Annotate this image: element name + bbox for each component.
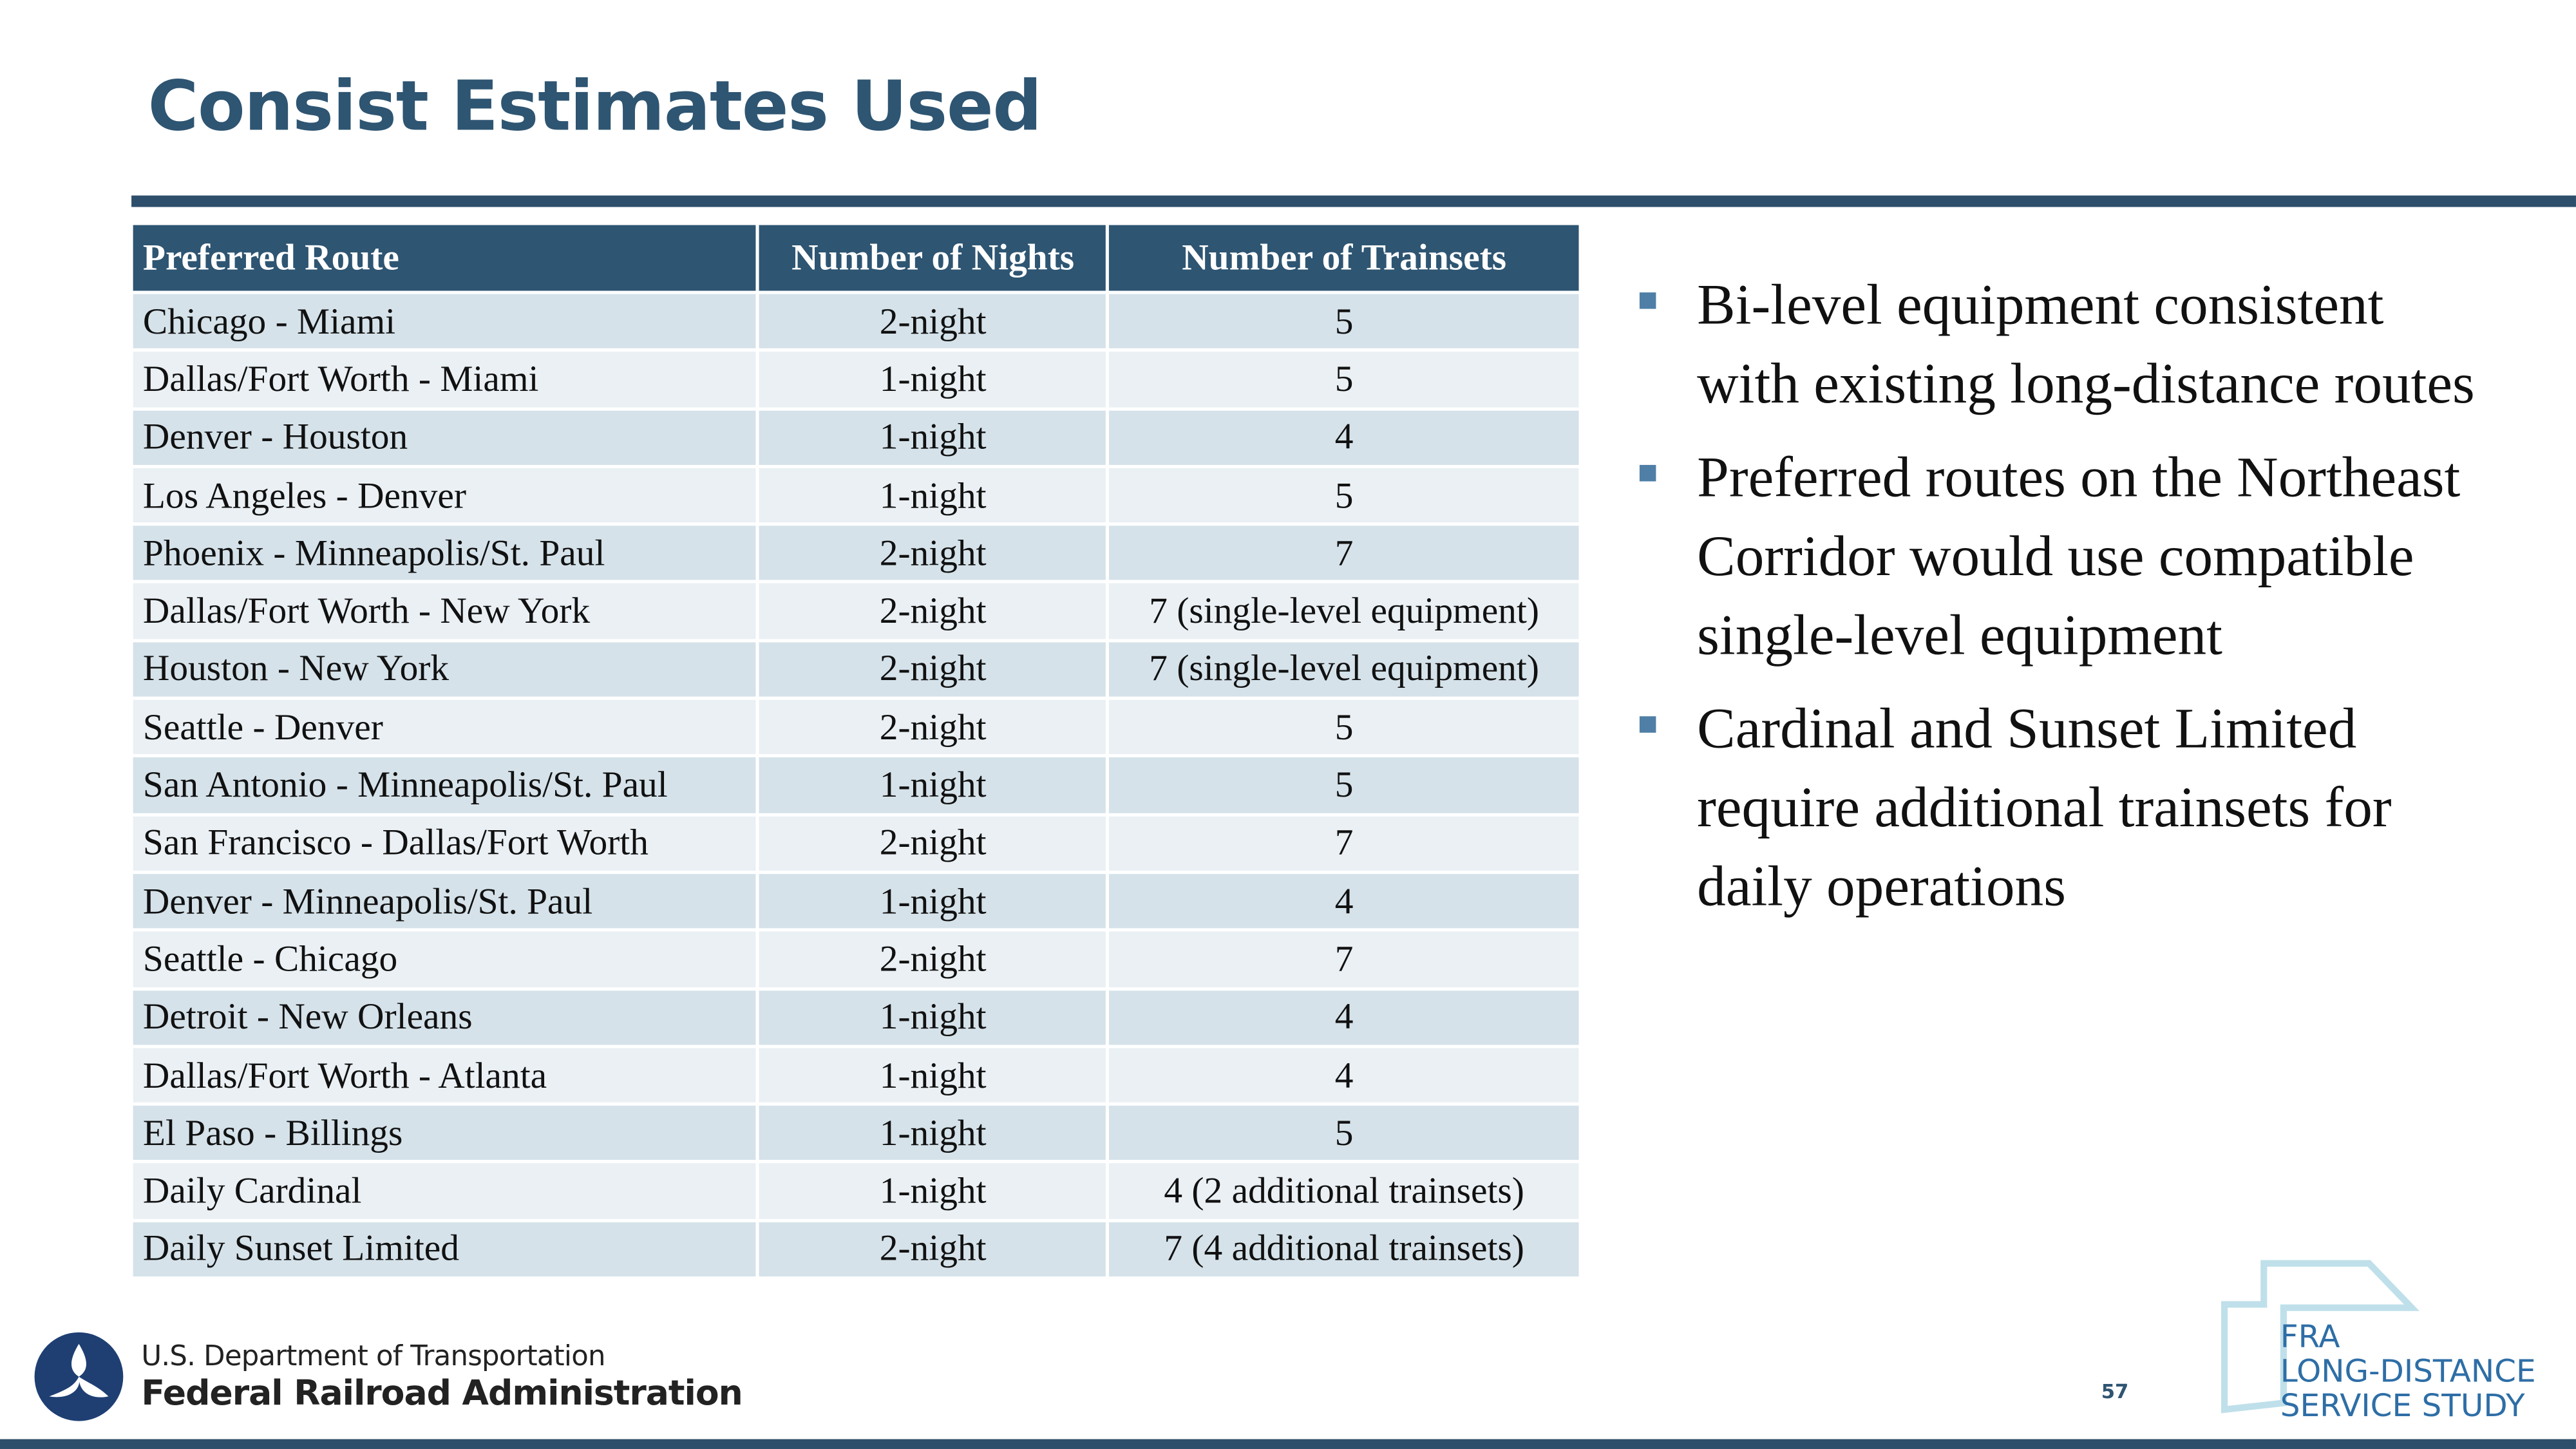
table-cell: Chicago - Miami <box>129 290 760 352</box>
table-row: El Paso - Billings 1-night 5 <box>129 1103 1582 1164</box>
table-cell: 2-night <box>756 696 1110 758</box>
table-cell: 5 <box>1106 754 1582 817</box>
table-cell: San Antonio - Minneapolis/St. Paul <box>129 754 760 817</box>
table-row: Dallas/Fort Worth - Atlanta 1-night 4 <box>129 1045 1582 1106</box>
table-cell: 7 <box>1106 522 1582 584</box>
table-cell: 1-night <box>756 406 1110 468</box>
table-cell: 4 (2 additional trainsets) <box>1106 1160 1582 1222</box>
table-cell: 1-night <box>756 870 1110 933</box>
bullet-list: Bi-level equipment consistent with exist… <box>1636 266 2491 941</box>
study-logo-text: SERVICE STUDY <box>2280 1388 2525 1425</box>
table-cell: 1-night <box>756 754 1110 817</box>
table-cell: 4 <box>1106 1045 1582 1106</box>
table-cell: 7 (4 additional trainsets) <box>1106 1218 1582 1280</box>
table-row: Daily Cardinal 1-night 4 (2 additional tra… <box>129 1160 1582 1222</box>
table-cell: Houston - New York <box>129 638 760 700</box>
table-cell: 5 <box>1106 290 1582 352</box>
table-cell: Daily Cardinal <box>129 1160 760 1222</box>
table-cell: Dallas/Fort Worth - New York <box>129 580 760 642</box>
table-cell: 2-night <box>756 812 1110 875</box>
table-cell: 5 <box>1106 348 1582 410</box>
bullet-item: Preferred routes on the Northeast Corrid… <box>1636 439 2491 675</box>
title-rule <box>131 195 2576 207</box>
column-header: Number of Nights <box>756 222 1110 294</box>
table-cell: 1-night <box>756 348 1110 410</box>
table-row: Dallas/Fort Worth - New York 2-night 7 (si… <box>129 580 1582 642</box>
table-cell: Denver - Houston <box>129 406 760 468</box>
consist-table: Preferred Route Number of Nights Number of… <box>129 222 1582 1280</box>
table-cell: Phoenix - Minneapolis/St. Paul <box>129 522 760 584</box>
bullet-item: Cardinal and Sunset Limited require addi… <box>1636 690 2491 926</box>
table-cell: Seattle - Chicago <box>129 928 760 990</box>
column-header: Preferred Route <box>129 222 760 294</box>
table-row: Seattle - Chicago 2-night 7 <box>129 928 1582 990</box>
table-cell: 7 (single-level equipment) <box>1106 638 1582 700</box>
table-body: Chicago - Miami 2-night 5 Dallas/Fort Worth… <box>129 290 1582 1280</box>
study-logo-frame <box>2221 1260 2420 1414</box>
column-header: Number of Trainsets <box>1106 222 1582 294</box>
table-cell: 2-night <box>756 290 1110 352</box>
table-row: Los Angeles - Denver 1-night 5 <box>129 464 1582 526</box>
table-cell: 4 <box>1106 870 1582 933</box>
table-cell: 1-night <box>756 1160 1110 1222</box>
table-row: Houston - New York 2-night 7 (single-level… <box>129 638 1582 700</box>
table-cell: 7 <box>1106 928 1582 990</box>
table-cell: 2-night <box>756 928 1110 990</box>
table-cell: 1-night <box>756 1103 1110 1164</box>
table-row: Seattle - Denver 2-night 5 <box>129 696 1582 758</box>
agency-name: Federal Railroad Administration <box>141 1373 743 1413</box>
table-cell: 1-night <box>756 1045 1110 1106</box>
table-cell: 7 (single-level equipment) <box>1106 580 1582 642</box>
table-cell: Daily Sunset Limited <box>129 1218 760 1280</box>
study-logo-text: FRA <box>2280 1319 2340 1356</box>
table-row: Denver - Minneapolis/St. Paul 1-night 4 <box>129 870 1582 933</box>
table-cell: Seattle - Denver <box>129 696 760 758</box>
table-cell: 5 <box>1106 464 1582 526</box>
table-row: San Francisco - Dallas/Fort Worth 2-night… <box>129 812 1582 875</box>
table-cell: 5 <box>1106 696 1582 758</box>
table-cell: Detroit - New Orleans <box>129 987 760 1048</box>
table-cell: Dallas/Fort Worth - Miami <box>129 348 760 410</box>
table-row: Dallas/Fort Worth - Miami 1-night 5 <box>129 348 1582 410</box>
table-row: Daily Sunset Limited 2-night 7 (4 addition… <box>129 1218 1582 1280</box>
slide-title: Consist Estimates Used <box>147 66 1042 147</box>
table-row: Denver - Houston 1-night 4 <box>129 406 1582 468</box>
table-cell: 4 <box>1106 987 1582 1048</box>
table-cell: Dallas/Fort Worth - Atlanta <box>129 1045 760 1106</box>
header-row: Preferred Route Number of Nights Number of… <box>129 222 1582 294</box>
table-cell: 5 <box>1106 1103 1582 1164</box>
agency-line: U.S. Department of Transportation <box>141 1340 605 1374</box>
dot-logo <box>34 1332 124 1421</box>
table-row: Phoenix - Minneapolis/St. Paul 2-night 7 <box>129 522 1582 584</box>
table-row: San Antonio - Minneapolis/St. Paul 1-nigh… <box>129 754 1582 817</box>
bullet-item: Bi-level equipment consistent with exist… <box>1636 266 2491 424</box>
table-cell: 2-night <box>756 638 1110 700</box>
table-cell: San Francisco - Dallas/Fort Worth <box>129 812 760 875</box>
page-number: 57 <box>2101 1379 2129 1403</box>
table-cell: Los Angeles - Denver <box>129 464 760 526</box>
table-cell: 2-night <box>756 522 1110 584</box>
table-cell: 2-night <box>756 580 1110 642</box>
table-cell: 7 <box>1106 812 1582 875</box>
table-cell: 2-night <box>756 1218 1110 1280</box>
table-cell: 1-night <box>756 987 1110 1048</box>
table-cell: 1-night <box>756 464 1110 526</box>
table-row: Detroit - New Orleans 1-night 4 <box>129 987 1582 1048</box>
study-logo-text: LONG-DISTANCE <box>2280 1354 2536 1390</box>
table-row: Chicago - Miami 2-night 5 <box>129 290 1582 352</box>
bottom-bar <box>0 1439 2576 1449</box>
table-cell: Denver - Minneapolis/St. Paul <box>129 870 760 933</box>
table-cell: 4 <box>1106 406 1582 468</box>
table-cell: El Paso - Billings <box>129 1103 760 1164</box>
